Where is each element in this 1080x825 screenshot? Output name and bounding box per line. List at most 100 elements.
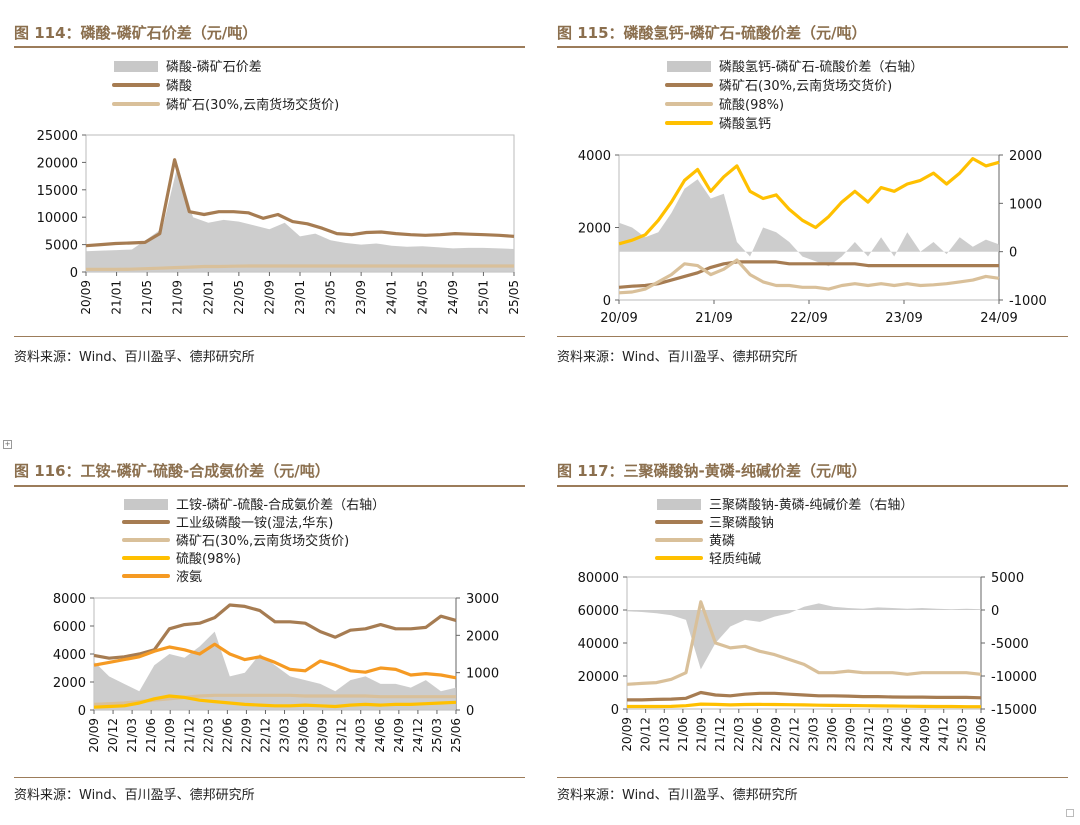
panel-fig117: 图 117：三聚磷酸钠-黄磷-纯碱价差（元/吨） 三聚磷酸钠-黄磷-纯碱价差（右…	[557, 458, 1068, 818]
x-tick-label: 22/09	[239, 718, 253, 753]
x-tick-label: 23/09	[844, 717, 858, 752]
x-tick-label: 23/12	[335, 718, 349, 753]
series-line	[618, 157, 1000, 246]
legend-label: 黄磷	[709, 534, 735, 549]
legend-label: 磷酸-磷矿石价差	[166, 60, 262, 75]
x-tick-label: 22/01	[201, 280, 215, 315]
x-tick-label: 25/03	[955, 717, 969, 752]
legend-label: 工铵-磷矿-硫酸-合成氨价差（右轴）	[176, 498, 385, 513]
y-tick-label: 0	[70, 266, 78, 281]
x-tick-label: 20/12	[639, 717, 653, 752]
y-tick-label: 0	[78, 704, 86, 719]
x-tick-label: 25/06	[449, 718, 463, 753]
series-line	[627, 690, 982, 702]
x-tick-label: 20/09	[79, 280, 93, 315]
legend-label: 硫酸(98%)	[719, 98, 784, 113]
x-tick-label: 21/12	[182, 718, 196, 753]
x-tick-label: 23/12	[862, 717, 876, 752]
legend-label: 工业级磷酸一铵(湿法,华东)	[176, 516, 333, 531]
series-line	[627, 702, 981, 709]
series-line	[618, 258, 1000, 295]
x-tick-label: 21/06	[144, 718, 158, 753]
x-tick-label: 21/05	[140, 280, 154, 315]
y2-tick-label: -15000	[991, 703, 1037, 718]
x-tick-label: 21/06	[676, 717, 690, 752]
chart-fig116: 工铵-磷矿-硫酸-合成氨价差（右轴） 工业级磷酸一铵(湿法,华东) 磷矿石(30%,…	[53, 498, 499, 753]
legend-swatch	[124, 499, 168, 510]
y2-tick-label: 0	[1009, 246, 1017, 261]
y-tick-label: 6000	[53, 620, 86, 635]
x-tick-label: 21/12	[713, 717, 727, 752]
panel-fig114: 图 114：磷酸-磷矿石价差（元/吨） 磷酸-磷矿石价差 磷酸 磷矿石(30%,云南…	[14, 18, 525, 378]
title-rule	[14, 46, 525, 48]
x-tick-label: 25/03	[430, 718, 444, 753]
legend-label: 磷矿石(30%,云南货场交货价)	[719, 78, 892, 94]
chart-title: 图 114：磷酸-磷矿石价差（元/吨）	[14, 24, 258, 42]
source-rule	[557, 777, 1068, 778]
x-tick-label: 21/09	[695, 311, 732, 326]
x-tick-label: 24/09	[446, 280, 460, 315]
x-tick-label: 21/09	[171, 280, 185, 315]
source-rule	[14, 777, 525, 778]
series-area	[619, 179, 999, 267]
plot-frame	[626, 576, 982, 710]
y-tick-label: 40000	[578, 637, 619, 652]
x-tick-label: 22/12	[788, 717, 802, 752]
source-rule	[14, 336, 525, 337]
y-tick-label: 80000	[578, 571, 619, 586]
x-tick-label: 23/06	[825, 717, 839, 752]
chart-fig115: 磷酸氢钙-磷矿石-硫酸价差（右轴） 磷矿石(30%,云南货场交货价) 硫酸(98%)…	[578, 60, 1047, 326]
legend-label: 轻质纯碱	[709, 552, 761, 567]
x-tick-label: 24/03	[881, 717, 895, 752]
x-tick-label: 22/09	[790, 311, 827, 326]
x-tick-label: 24/12	[937, 717, 951, 752]
x-tick-label: 20/09	[600, 311, 637, 326]
panel-fig116: 图 116：工铵-磷矿-硫酸-合成氨价差（元/吨） 工铵-磷矿-硫酸-合成氨价差…	[14, 458, 525, 818]
x-tick-label: 24/05	[415, 280, 429, 315]
x-tick-label: 22/03	[201, 718, 215, 753]
series-area	[627, 603, 981, 670]
y2-tick-label: 2000	[1009, 149, 1042, 164]
x-tick-label: 21/09	[163, 718, 177, 753]
x-tick-label: 25/01	[476, 280, 490, 315]
legend-label: 三聚磷酸钠-黄磷-纯碱价差（右轴）	[709, 498, 913, 513]
y-tick-label: 2000	[53, 676, 86, 691]
series-area	[94, 631, 456, 710]
x-tick-label: 21/03	[657, 717, 671, 752]
x-tick-label: 24/09	[918, 717, 932, 752]
legend-label: 磷矿石(30%,云南货场交货价)	[176, 533, 349, 549]
series-line	[626, 600, 982, 686]
series-line	[93, 642, 457, 680]
legend-swatch	[667, 61, 711, 72]
x-tick-label: 23/09	[885, 311, 922, 326]
y-tick-label: 60000	[578, 604, 619, 619]
source-note: 资料来源：Wind、百川盈孚、德邦研究所	[14, 350, 255, 365]
x-tick-label: 20/09	[620, 717, 634, 752]
y-tick-label: 2000	[578, 222, 611, 237]
expand-marker-icon[interactable]: +	[3, 440, 12, 449]
source-rule	[557, 336, 1068, 337]
y2-tick-label: -1000	[1009, 294, 1047, 309]
y2-tick-label: -5000	[991, 637, 1029, 652]
x-tick-label: 22/09	[262, 280, 276, 315]
series-line	[93, 603, 457, 660]
x-tick-label: 24/12	[411, 718, 425, 753]
x-tick-label: 22/09	[769, 717, 783, 752]
x-tick-label: 24/06	[899, 717, 913, 752]
chart-title: 图 117：三聚磷酸钠-黄磷-纯碱价差（元/吨）	[557, 462, 867, 480]
y-tick-label: 8000	[53, 592, 86, 607]
x-tick-label: 22/12	[258, 718, 272, 753]
y-tick-label: 15000	[37, 184, 78, 199]
x-tick-label: 23/09	[316, 718, 330, 753]
x-tick-label: 25/06	[974, 717, 988, 752]
y-tick-label: 25000	[37, 129, 78, 144]
legend-label: 三聚磷酸钠	[709, 516, 774, 531]
y2-tick-label: 0	[991, 604, 999, 619]
y2-tick-label: 1000	[466, 667, 499, 682]
series-area	[86, 165, 514, 272]
legend-label: 液氨	[176, 570, 202, 585]
x-tick-label: 24/09	[392, 718, 406, 753]
y2-tick-label: 3000	[466, 592, 499, 607]
title-rule	[557, 46, 1068, 48]
legend-swatch	[114, 61, 158, 72]
